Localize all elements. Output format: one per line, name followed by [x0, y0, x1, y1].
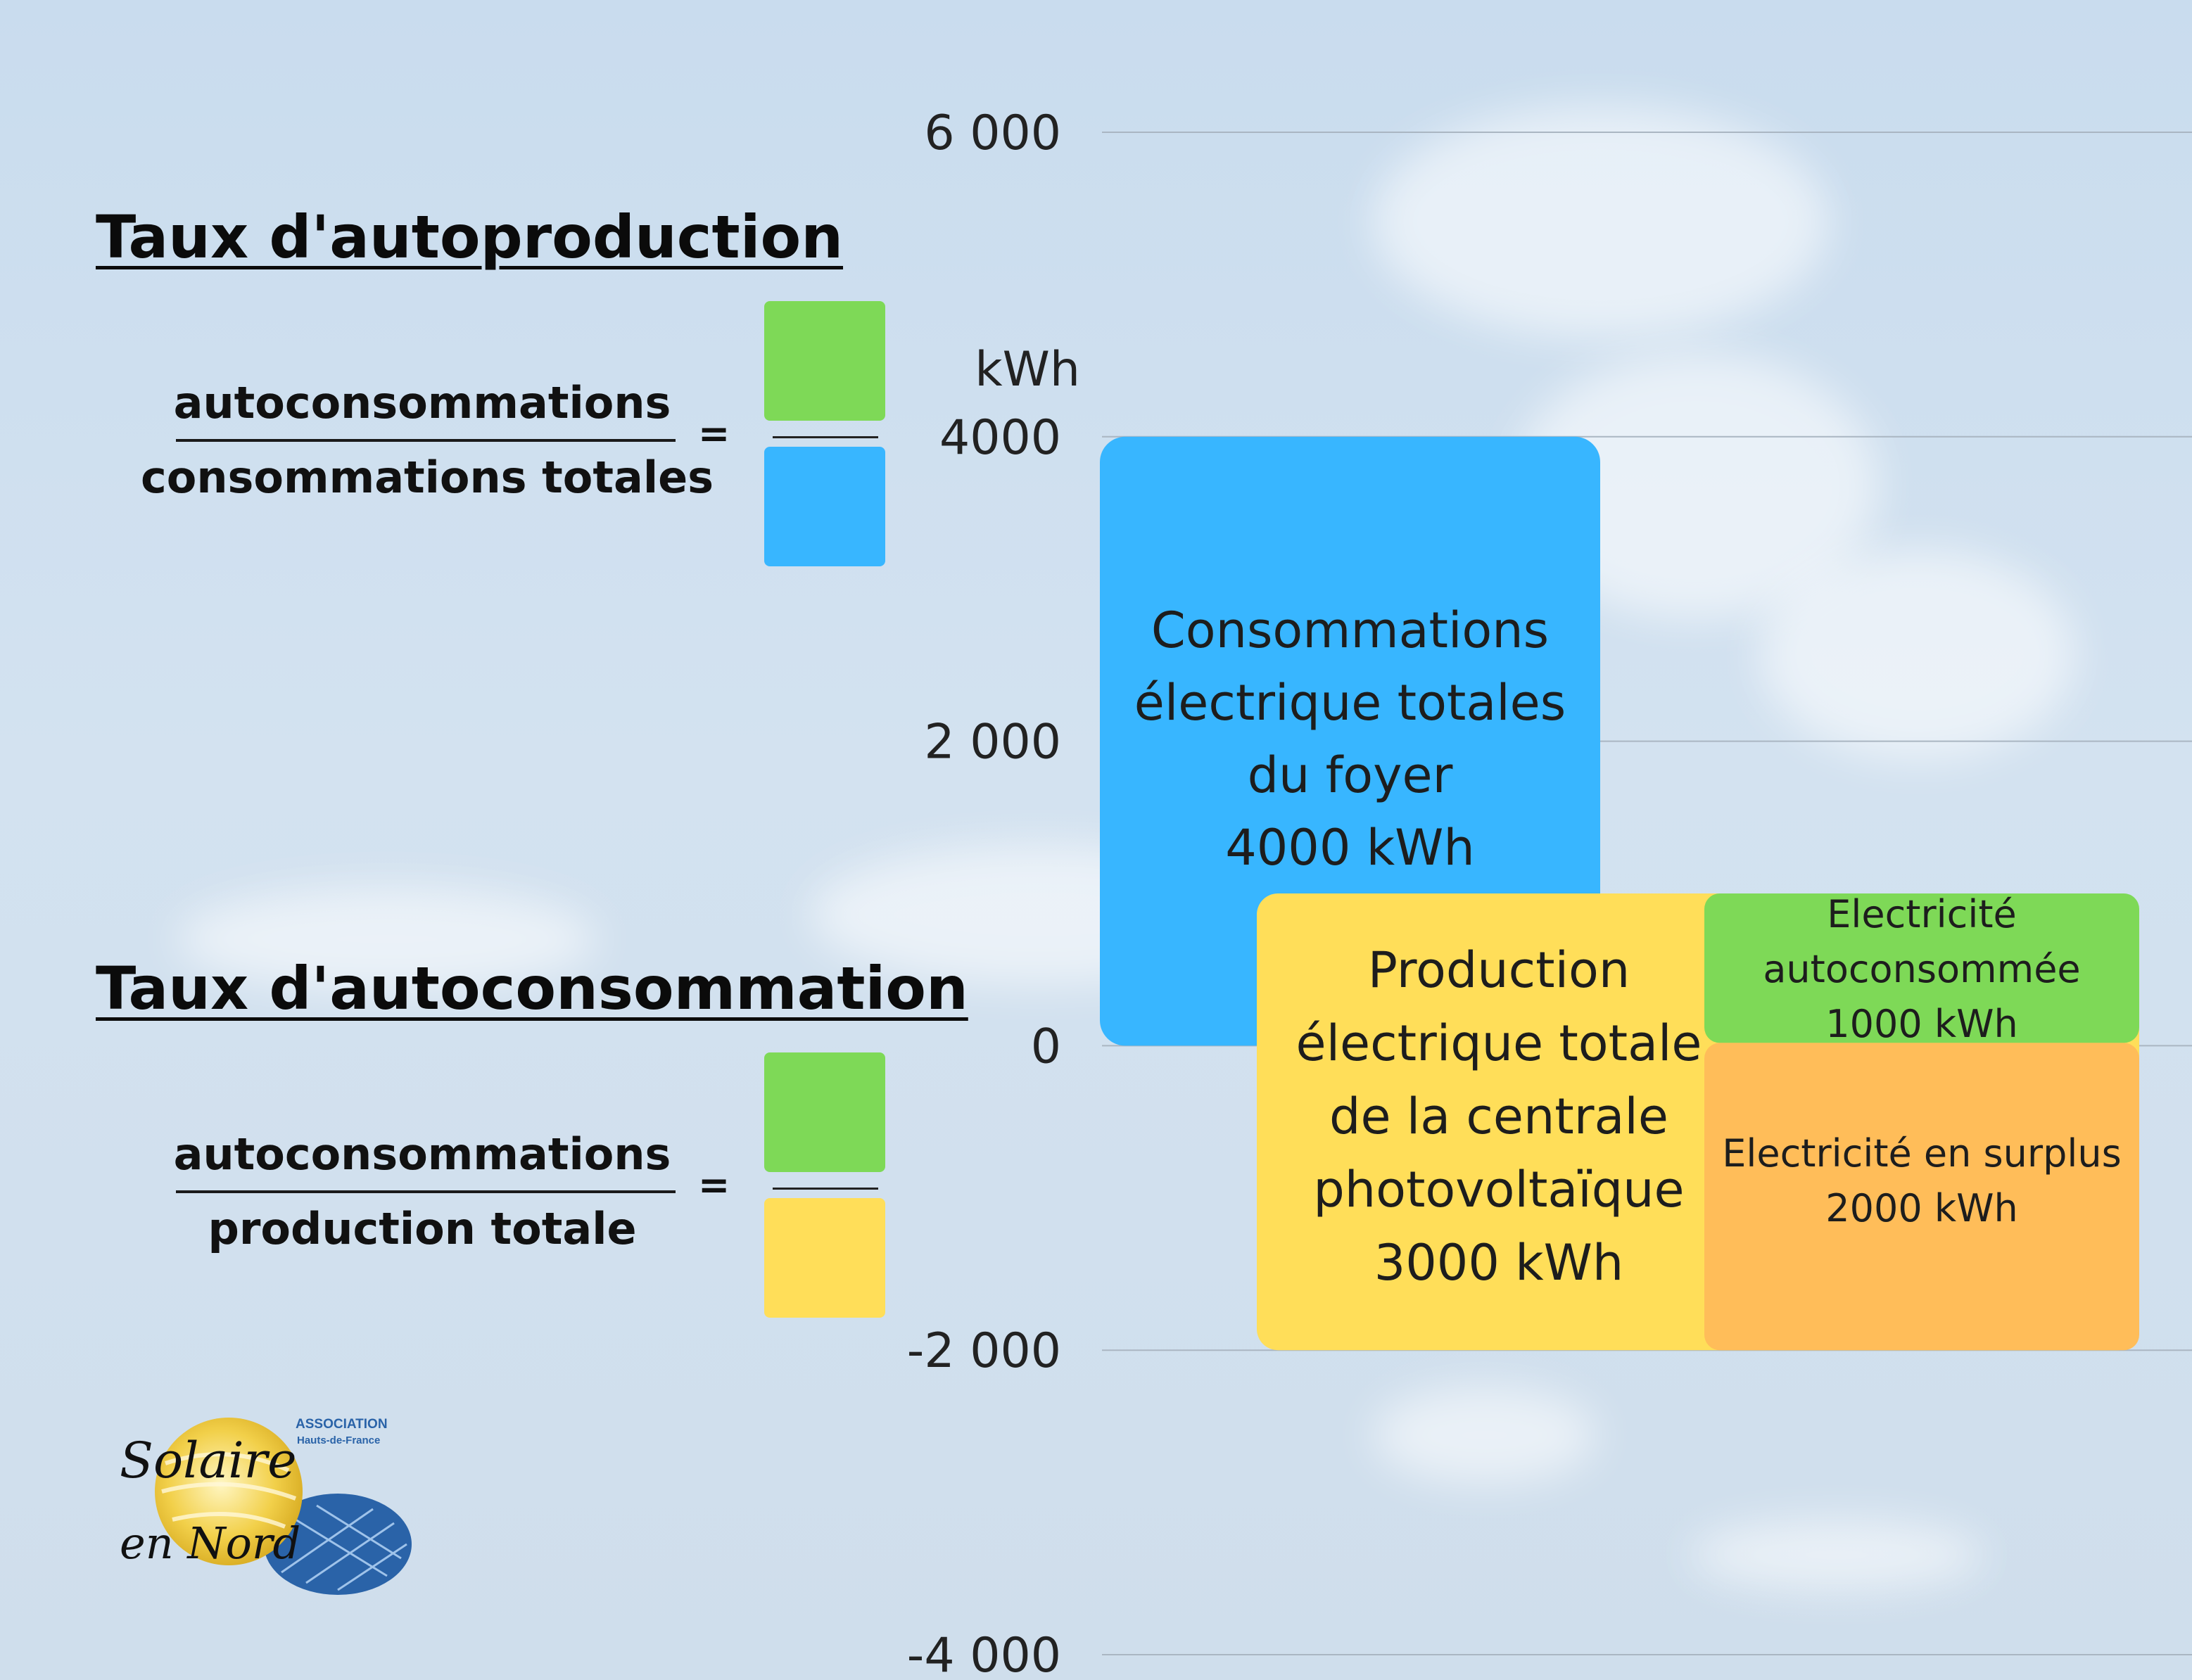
- logo-name-line2: en Nord: [120, 1517, 300, 1569]
- logo-association: ASSOCIATION: [296, 1417, 388, 1432]
- solar-panel-icon: [264, 1494, 412, 1595]
- blue-square-icon: [764, 447, 885, 566]
- bar-label-consommations: du foyer: [1248, 746, 1453, 804]
- y-tick-label: 2 000: [924, 715, 1061, 770]
- autoconsommation-denominator: production totale: [208, 1203, 637, 1254]
- cloud-decoration: [1689, 1520, 1984, 1590]
- autoconsommation-fraction: autoconsommations production totale: [141, 1123, 704, 1261]
- cloud-decoration: [176, 886, 598, 992]
- green-square-icon: [764, 301, 885, 421]
- segment-surplus: [1704, 1043, 2139, 1351]
- bar-label-production: 3000 kWh: [1374, 1234, 1624, 1292]
- autoproduction-equals: =: [698, 412, 730, 456]
- green-square-icon: [764, 1052, 885, 1172]
- cloud-decoration: [1372, 106, 1830, 338]
- cloud-decoration: [1759, 549, 2076, 760]
- autoconsommation-equals: =: [698, 1163, 730, 1207]
- y-tick-label: 0: [1031, 1019, 1061, 1074]
- segment-label-autoconsommee: Electricité: [1827, 892, 2017, 936]
- segment-label-autoconsommee: 1000 kWh: [1825, 1002, 2017, 1046]
- bar-consommations: [1100, 436, 1600, 1046]
- fraction-bar: [773, 1188, 878, 1190]
- cloud-decoration: [1372, 1386, 1597, 1484]
- yellow-square-icon: [764, 1198, 885, 1318]
- fraction-bar: [176, 1190, 676, 1193]
- segment-label-surplus: 2000 kWh: [1825, 1186, 2017, 1230]
- autoproduction-denominator: consommations totales: [141, 452, 714, 503]
- autoproduction-numerator: autoconsommations: [173, 377, 671, 428]
- autoconsommation-numerator: autoconsommations: [173, 1128, 671, 1180]
- y-axis-unit: kWh: [975, 342, 1080, 397]
- bar-label-production: photovoltaïque: [1313, 1161, 1684, 1218]
- bar-label-production: Production: [1368, 941, 1630, 999]
- y-tick-label: -4 000: [907, 1628, 1061, 1680]
- y-tick-label: 4000: [939, 410, 1061, 466]
- bar-label-production: de la centrale: [1329, 1088, 1668, 1145]
- segment-label-surplus: Electricité en surplus: [1722, 1131, 2121, 1176]
- y-tick-label: -2 000: [907, 1323, 1061, 1379]
- bar-label-production: électrique totale: [1296, 1014, 1702, 1072]
- bar-label-consommations: électrique totales: [1134, 674, 1566, 732]
- bar-label-consommations: 4000 kWh: [1225, 819, 1475, 877]
- autoproduction-title: Taux d'autoproduction: [96, 203, 844, 272]
- logo-region: Hauts-de-France: [297, 1434, 380, 1446]
- bar-label-consommations: Consommations: [1151, 602, 1549, 659]
- fraction-bar: [773, 436, 878, 438]
- autoconsommation-title: Taux d'autoconsommation: [96, 954, 968, 1023]
- fraction-bar: [176, 439, 676, 442]
- y-tick-label: 6 000: [924, 106, 1061, 161]
- logo-name-line1: Solaire: [120, 1432, 297, 1489]
- segment-label-autoconsommee: autoconsommée: [1763, 947, 2080, 991]
- solaire-en-nord-logo: Solaire en Nord ASSOCIATION Hauts-de-Fra…: [120, 1417, 412, 1595]
- segment-autoconsommee: [1704, 893, 2139, 1043]
- autoproduction-fraction: autoconsommations consommations totales: [141, 371, 714, 509]
